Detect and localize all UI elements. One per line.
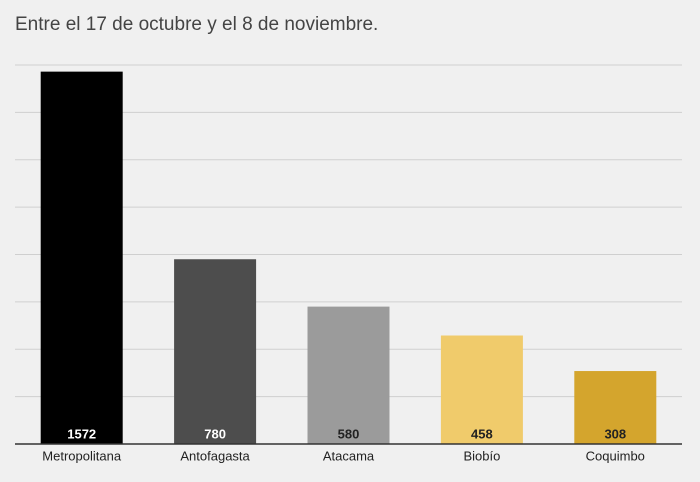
x-tick-label: Coquimbo (586, 448, 645, 463)
x-tick-label: Atacama (323, 448, 375, 463)
bar (174, 259, 257, 444)
x-tick-label: Metropolitana (42, 448, 122, 463)
value-label: 580 (338, 426, 360, 441)
value-label: 308 (604, 426, 626, 441)
x-tick-label: Antofagasta (180, 448, 250, 463)
bar (40, 71, 123, 444)
value-label: 1572 (67, 426, 96, 441)
chart-title: Entre el 17 de octubre y el 8 de noviemb… (15, 14, 378, 35)
value-label: 780 (204, 426, 226, 441)
bar (307, 306, 390, 444)
bar (574, 371, 657, 444)
bar (440, 335, 523, 444)
value-label: 458 (471, 426, 493, 441)
x-tick-label: Biobío (463, 448, 500, 463)
